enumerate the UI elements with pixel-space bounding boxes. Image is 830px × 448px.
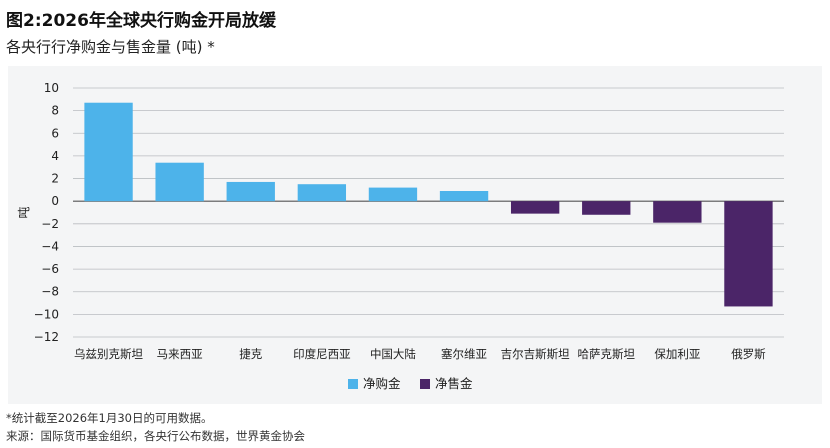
y-tick-label: 4 <box>51 149 59 163</box>
bar <box>155 162 204 202</box>
bar <box>510 201 560 214</box>
y-tick-label: 0 <box>51 194 59 208</box>
bar <box>368 187 418 202</box>
bar <box>439 190 489 202</box>
footnote: *统计截至2026年1月30日的可用数据。 <box>6 411 213 425</box>
bar <box>582 201 631 215</box>
y-tick-label: −2 <box>41 217 59 231</box>
x-tick-label: 俄罗斯 <box>731 347 766 361</box>
y-tick-label: 6 <box>51 126 59 140</box>
y-tick-label: −6 <box>41 262 59 276</box>
y-tick-label: −12 <box>34 330 59 344</box>
x-tick-label: 中国大陆 <box>370 347 416 361</box>
bar <box>653 201 702 223</box>
chart-panel: 10 8 6 4 2 0 −2 −4 −6 −8 −10 −12 吨乌兹别克斯坦 马来西亚 捷克 印度尼西亚 中… <box>8 66 822 404</box>
x-tick-label: 乌兹别克斯坦 <box>74 347 143 361</box>
y-tick-label: −4 <box>41 239 59 253</box>
bar <box>297 184 347 202</box>
x-tick-label: 塞尔维亚 <box>441 347 487 361</box>
legend-swatch <box>420 379 430 389</box>
x-tick-label: 印度尼西亚 <box>293 347 351 361</box>
x-tick-label: 马来西亚 <box>157 347 203 361</box>
x-tick-label: 保加利亚 <box>654 347 700 361</box>
legend-label: 净售金 <box>435 376 473 391</box>
chart-subtitle: 各央行行净购金与售金量 (吨) * <box>6 38 215 56</box>
legend-swatch <box>348 379 358 389</box>
chart-title: 图2:2026年全球央行购金开局放缓 <box>6 11 276 31</box>
source-note: 来源：国际货币基金组织，各央行公布数据，世界黄金协会 <box>6 429 305 443</box>
y-tick-label: −10 <box>34 307 59 321</box>
x-tick-label: 捷克 <box>239 347 262 361</box>
x-tick-label: 吉尔吉斯斯坦 <box>501 347 570 361</box>
bar <box>226 181 275 202</box>
bar <box>84 102 133 202</box>
bar <box>724 201 773 307</box>
x-tick-label: 哈萨克斯坦 <box>578 347 636 361</box>
y-tick-label: 8 <box>51 104 59 118</box>
legend-label: 净购金 <box>363 376 401 391</box>
y-tick-label: −8 <box>41 285 59 299</box>
y-axis-label: 吨 <box>17 206 31 218</box>
y-tick-label: 10 <box>44 81 59 95</box>
y-tick-label: 2 <box>51 172 59 186</box>
